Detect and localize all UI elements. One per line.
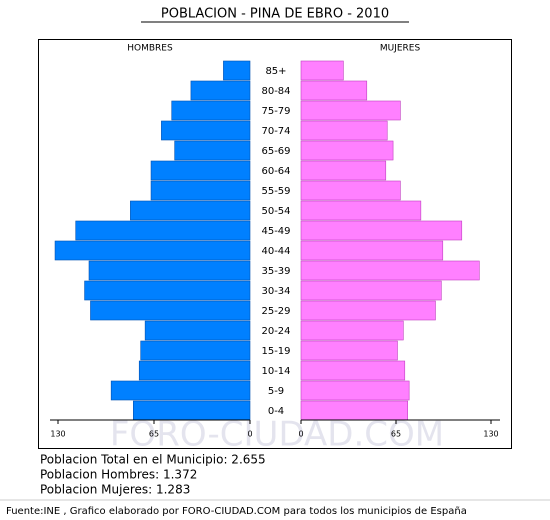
category-label: 0-4	[268, 406, 284, 417]
bar	[144, 320, 251, 341]
chart-title: POBLACION - PINA DE EBRO - 2010	[161, 7, 389, 22]
bar	[300, 400, 408, 421]
watermark: FORO-CIUDAD.COM	[110, 415, 444, 455]
category-label: 55-59	[261, 186, 290, 197]
bar	[300, 200, 422, 221]
category-label: 60-64	[261, 166, 290, 177]
bar	[88, 260, 251, 281]
category-label: 30-34	[261, 286, 290, 297]
bar	[300, 140, 394, 161]
info-line: Poblacion Mujeres: 1.283	[40, 483, 190, 497]
bar	[300, 220, 463, 241]
bar	[300, 280, 442, 301]
x-tick-label: 0	[298, 430, 303, 439]
bar	[223, 60, 251, 81]
legend-label: HOMBRES	[127, 44, 173, 54]
bar	[140, 340, 251, 361]
bar	[300, 100, 401, 121]
bar	[300, 160, 387, 181]
bar	[161, 120, 251, 141]
bar	[300, 380, 410, 401]
category-label: 15-19	[261, 346, 290, 357]
bar	[174, 140, 251, 161]
bar	[138, 360, 251, 381]
category-label: 20-24	[261, 326, 290, 337]
x-tick-label: 65	[149, 430, 159, 439]
bar	[300, 360, 406, 381]
bar	[300, 120, 388, 141]
bar	[300, 300, 436, 321]
bar	[300, 240, 444, 261]
category-label: 70-74	[261, 126, 290, 137]
category-label: 45-49	[261, 226, 290, 237]
bar	[300, 180, 401, 201]
footer: Fuente:INE , Grafico elaborado por FORO-…	[6, 506, 467, 517]
bar	[130, 200, 251, 221]
category-label: 10-14	[261, 366, 290, 377]
category-label: 80-84	[261, 86, 290, 97]
category-label: 50-54	[261, 206, 290, 217]
category-label: 5-9	[268, 386, 284, 397]
bar	[75, 220, 251, 241]
x-tick-label: 65	[391, 430, 401, 439]
category-label: 75-79	[261, 106, 290, 117]
bar	[300, 260, 480, 281]
info-line: Poblacion Hombres: 1.372	[40, 468, 197, 482]
bar	[133, 400, 251, 421]
bar	[300, 60, 344, 81]
bar	[300, 340, 398, 361]
bar	[150, 160, 251, 181]
bar	[54, 240, 251, 261]
category-label: 25-29	[261, 306, 290, 317]
category-label: 65-69	[261, 146, 290, 157]
bar	[150, 180, 251, 201]
category-label: 85+	[265, 66, 286, 77]
bar	[190, 80, 251, 101]
bar	[110, 380, 251, 401]
bar	[90, 300, 251, 321]
x-tick-label: 130	[483, 430, 498, 439]
bar	[84, 280, 251, 301]
bar	[300, 80, 368, 101]
legend-label: MUJERES	[380, 44, 421, 54]
x-tick-label: 130	[50, 430, 65, 439]
bar	[171, 100, 251, 121]
category-label: 40-44	[261, 246, 290, 257]
category-label: 35-39	[261, 266, 290, 277]
bar	[300, 320, 404, 341]
x-tick-label: 0	[247, 430, 252, 439]
info-line: Poblacion Total en el Municipio: 2.655	[40, 453, 266, 467]
